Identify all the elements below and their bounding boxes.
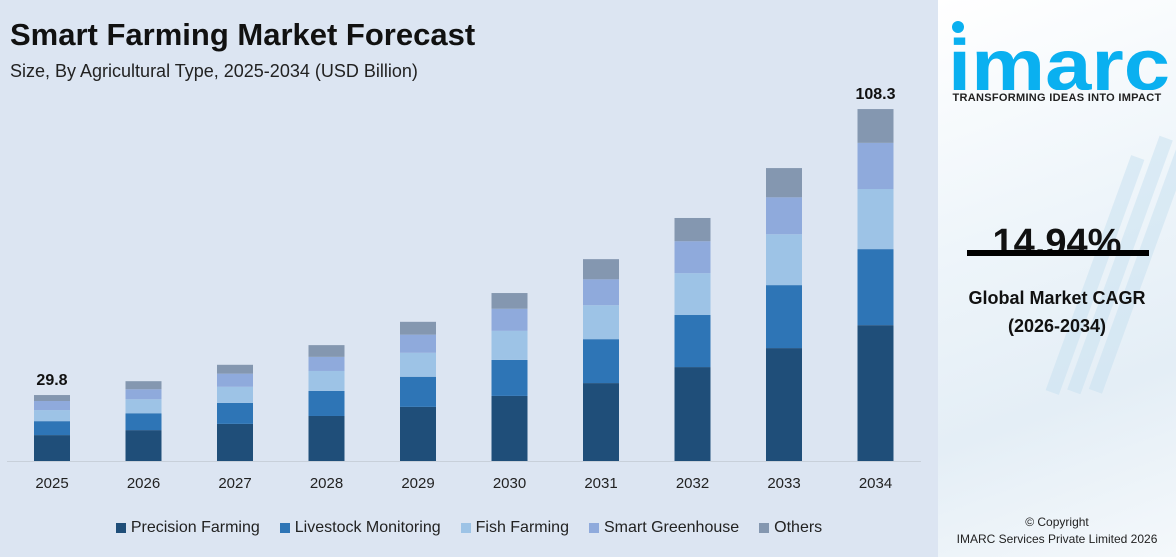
chart-title: Smart Farming Market Forecast [10, 17, 476, 52]
bar-segment-others-2028 [308, 345, 345, 357]
legend-swatch [115, 523, 126, 533]
bar-segment-smart-greenhouse-2030 [491, 308, 528, 331]
bar-segment-livestock-monitoring-2032 [674, 315, 711, 368]
bar-segment-fish-farming-2032 [674, 273, 711, 316]
sidebar: imarc TRANSFORMING IDEAS INTO IMPACT 14.… [938, 0, 1176, 557]
bar-segment-others-2029 [400, 321, 436, 335]
bar-segment-precision-farming-2029 [400, 406, 436, 461]
legend-label: Fish Farming [475, 519, 569, 536]
bar-segment-others-2026 [125, 381, 162, 390]
copyright: © Copyright IMARC Services Private Limit… [938, 514, 1176, 548]
bar-segment-others-2031 [583, 259, 619, 280]
bar-segment-others-2033 [766, 168, 802, 198]
bar-segment-precision-farming-2030 [491, 395, 528, 461]
cagr-value: 14.94% [992, 222, 1122, 264]
bar-segment-precision-farming-2032 [674, 367, 711, 461]
bar-segment-smart-greenhouse-2034 [857, 142, 894, 190]
legend-label: Livestock Monitoring [294, 519, 441, 536]
divider [967, 250, 1149, 256]
data-label: 108.3 [855, 86, 895, 103]
cagr-label-text: Global Market CAGR [968, 288, 1146, 308]
bar-segment-precision-farming-2026 [125, 430, 162, 461]
bar-segment-others-2032 [674, 217, 711, 242]
legend-item: Livestock Monitoring [279, 519, 441, 537]
bar-segment-smart-greenhouse-2026 [125, 389, 162, 400]
x-tick-label: 2031 [584, 475, 617, 492]
logo-text: imarc [948, 26, 1170, 90]
data-label: 29.8 [36, 372, 67, 389]
bar-segment-livestock-monitoring-2025 [34, 421, 70, 436]
x-tick-label: 2034 [859, 475, 892, 492]
bar-segment-precision-farming-2034 [857, 325, 894, 461]
bar-segment-fish-farming-2031 [583, 305, 619, 340]
bar-segment-livestock-monitoring-2033 [766, 285, 802, 349]
chart-subtitle: Size, By Agricultural Type, 2025-2034 (U… [10, 61, 418, 81]
legend-label: Others [774, 519, 823, 536]
bar-segment-precision-farming-2033 [766, 348, 802, 461]
bar-segment-fish-farming-2033 [766, 234, 802, 286]
bar-segment-others-2030 [491, 293, 528, 309]
legend-swatch [279, 523, 290, 533]
x-tick-label: 2027 [218, 475, 251, 492]
bar-segment-livestock-monitoring-2028 [308, 390, 345, 416]
x-tick-label: 2028 [310, 475, 343, 492]
legend-swatch [588, 523, 599, 533]
bar-segment-others-2034 [857, 109, 894, 143]
copyright-line2: IMARC Services Private Limited 2026 [956, 532, 1158, 546]
legend-swatch [460, 523, 471, 533]
legend-item: Others [759, 519, 822, 537]
bar-segment-smart-greenhouse-2025 [34, 401, 70, 411]
legend: Precision Farming Livestock Monitoring Fis… [0, 519, 938, 537]
x-tick-label: 2033 [767, 475, 800, 492]
tagline: TRANSFORMING IDEAS INTO IMPACT [952, 92, 1162, 104]
stacked-bar-chart: 2025 29.8 2026 2027 2028 2029 2030 2031 2032 2033… [7, 86, 921, 492]
x-tick-label: 2026 [127, 475, 160, 492]
bar-segment-smart-greenhouse-2028 [308, 356, 345, 371]
legend-label: Smart Greenhouse [603, 519, 740, 536]
bar-segment-fish-farming-2029 [400, 352, 436, 377]
copyright-line1: © Copyright [1025, 515, 1089, 529]
bar-segment-livestock-monitoring-2034 [857, 249, 894, 326]
bar-segment-precision-farming-2025 [34, 435, 70, 461]
bar-segment-smart-greenhouse-2027 [217, 373, 253, 387]
bar-segment-livestock-monitoring-2027 [217, 402, 253, 424]
bar-segment-precision-farming-2028 [308, 415, 345, 461]
bar-segment-fish-farming-2028 [308, 370, 345, 391]
legend-swatch [759, 523, 770, 533]
bar-segment-smart-greenhouse-2029 [400, 334, 436, 353]
legend-item: Fish Farming [460, 519, 569, 537]
bar-segment-fish-farming-2027 [217, 386, 253, 403]
cagr-label: Global Market CAGR (2026-2034) [938, 284, 1176, 340]
bar-segment-fish-farming-2026 [125, 399, 162, 414]
bar-segment-livestock-monitoring-2031 [583, 339, 619, 384]
bar-segment-precision-farming-2027 [217, 423, 253, 461]
imarc-logo: imarc [948, 21, 1170, 90]
bar-segment-smart-greenhouse-2032 [674, 241, 711, 274]
bar-segment-others-2027 [217, 364, 253, 374]
cagr-period: (2026-2034) [1007, 316, 1107, 336]
bar-segment-precision-farming-2031 [583, 383, 619, 461]
bar-segment-livestock-monitoring-2026 [125, 413, 162, 431]
bar-segment-smart-greenhouse-2031 [583, 279, 619, 306]
x-tick-label: 2029 [401, 475, 434, 492]
chart-panel: Smart Farming Market Forecast Size, By A… [0, 17, 938, 537]
bar-segment-livestock-monitoring-2030 [491, 359, 528, 396]
x-tick-label: 2030 [493, 475, 526, 492]
legend-item: Smart Greenhouse [588, 519, 740, 537]
x-tick-label: 2025 [35, 475, 68, 492]
x-tick-label: 2032 [676, 475, 709, 492]
bar-segment-others-2025 [34, 395, 70, 402]
legend-item: Precision Farming [115, 519, 260, 537]
bar-segment-fish-farming-2034 [857, 189, 894, 250]
bar-segment-smart-greenhouse-2033 [766, 197, 802, 235]
bar-segment-fish-farming-2025 [34, 410, 70, 422]
bar-segment-fish-farming-2030 [491, 330, 528, 360]
legend-label: Precision Farming [130, 519, 260, 536]
bar-segment-livestock-monitoring-2029 [400, 376, 436, 407]
